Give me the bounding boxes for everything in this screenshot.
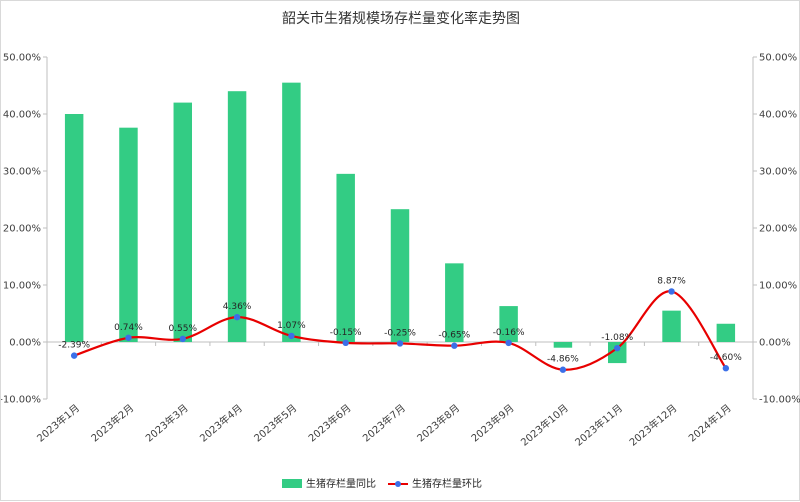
y-right-tick-label: 50.00% [759,53,797,64]
bar [553,342,573,348]
line-point [125,334,132,341]
bar [64,114,84,342]
x-axis-labels: 2023年1月 2023年2月 2023年3月 2023年4月 2023年5月 2023年… [34,401,734,448]
bar [227,91,247,342]
x-tick-label: 2023年12月 [627,401,680,448]
bar [716,323,736,342]
legend-bar-swatch [282,479,302,488]
y-left-tick-label: 0.00% [9,338,41,349]
line-data-label: 0.74% [114,323,143,333]
line-point [559,366,567,373]
line-data-label: -0.16% [493,328,525,338]
bar [282,82,301,343]
line-data-label: 4.36% [223,302,252,312]
x-tick-label: 2023年2月 [88,401,136,444]
x-tick-label: 2023年5月 [251,401,299,444]
bar [336,173,355,342]
x-tick-label: 2023年1月 [34,401,82,444]
x-tick-label: 2023年8月 [414,401,462,444]
legend-line-marker [395,481,401,487]
x-tick-label: 2023年4月 [197,401,245,444]
y-left-tick-label: 10.00% [3,281,41,292]
line-point [342,339,349,347]
x-tick-label: 2023年9月 [468,401,516,444]
x-tick-label: 2024年1月 [686,401,734,444]
bar [119,127,138,343]
y-left-tick-label: 50.00% [3,53,41,64]
y-right-tick-label: 40.00% [759,110,797,121]
legend: 生猪存栏量同比 生猪存栏量环比 [282,477,482,490]
y-left-tick-label: -10.00% [1,395,41,406]
line-point [668,288,675,295]
line-data-label: -2.39% [58,341,90,351]
line-data-label: 0.55% [168,324,197,334]
line-point [288,332,295,340]
line-data-label: 8.87% [657,276,686,286]
y-left-tick-label: 30.00% [3,167,41,178]
y-left-tick-label: 40.00% [3,110,41,121]
line-point [614,344,621,352]
y-right-tick-label: 10.00% [759,281,797,292]
bar [445,263,464,342]
line-series: -2.39% 0.74% 0.55% 4.36% 1.07% -0.15% -0.25% -0… [58,276,742,373]
chart-title: 韶关市生猪规模场存栏量变化率走势图 [282,10,520,27]
bar [390,209,410,342]
bar [173,102,193,342]
line-point [505,339,512,347]
axes: 50.00% 40.00% 30.00% 20.00% 10.00% 0.00% -10.0… [1,53,800,406]
x-tick-label: 2023年3月 [143,401,191,444]
legend-bar-label: 生猪存栏量同比 [306,477,376,490]
bar [499,306,518,342]
x-tick-label: 2023年11月 [572,401,625,448]
line-data-label: -0.65% [438,331,470,341]
x-tick-label: 2023年10月 [518,401,571,448]
legend-line-label: 生猪存栏量环比 [412,477,482,490]
y-right-tick-label: 0.00% [759,338,791,349]
y-right-tick-label: -10.00% [759,395,800,406]
bar-series [64,82,736,364]
bar [662,310,681,342]
y-right-tick-label: 30.00% [759,167,797,178]
x-tick-label: 2023年6月 [306,401,354,444]
line-data-label: -1.08% [601,333,633,343]
x-tick-label: 2023年7月 [360,401,408,444]
line-data-label: -0.15% [330,328,362,338]
line-point [70,352,78,359]
line-data-label: 1.07% [277,321,306,331]
line-data-label: -4.60% [710,353,742,363]
line-point [451,342,458,349]
line-point [396,340,404,347]
line-data-label: -0.25% [384,328,416,338]
line-point [179,335,186,343]
bar [607,342,627,364]
line-point [233,313,241,321]
line-data-label: -4.86% [547,355,579,365]
line-point [722,365,730,372]
y-left-tick-label: 20.00% [3,224,41,235]
y-right-tick-label: 20.00% [759,224,797,235]
